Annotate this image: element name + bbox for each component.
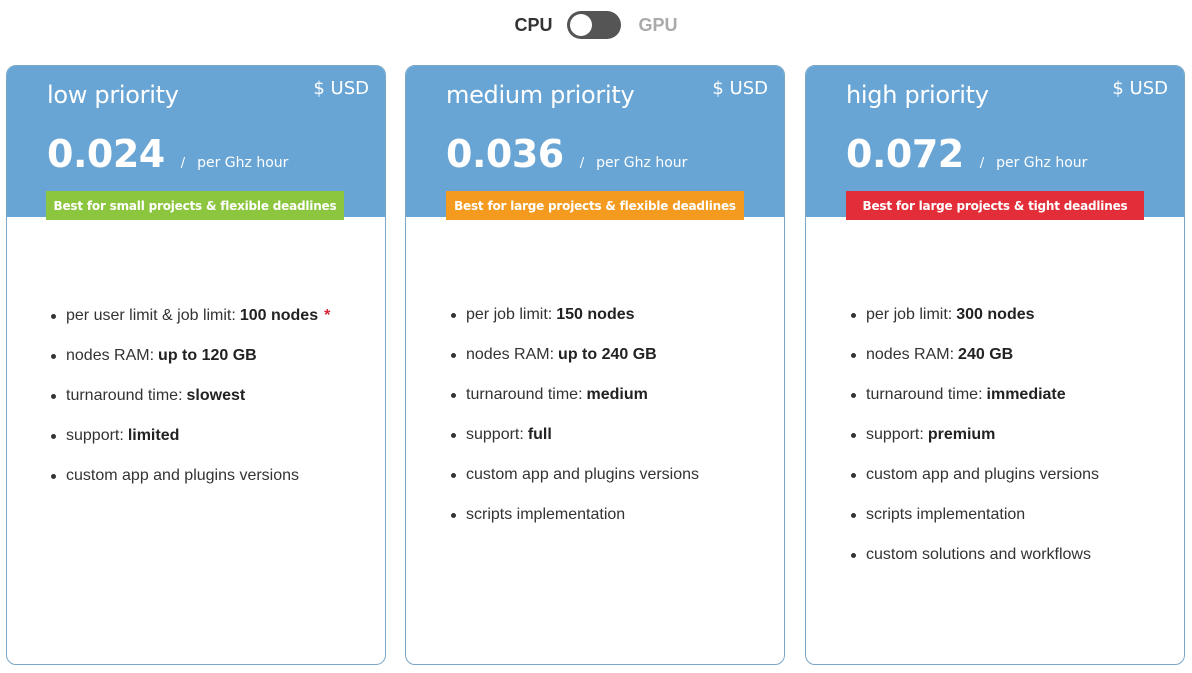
feature-item: custom app and plugins versions xyxy=(846,455,1099,495)
feature-label: custom app and plugins versions xyxy=(466,466,700,483)
plan-badge-high: Best for large projects & tight deadline… xyxy=(846,191,1144,220)
feature-label: turnaround time: xyxy=(66,387,183,404)
feature-label: support: xyxy=(866,426,924,443)
feature-label: nodes RAM: xyxy=(466,346,555,363)
price-value: 0.036 xyxy=(446,132,564,176)
feature-item: nodes RAM: 240 GB xyxy=(846,335,1099,375)
feature-label: support: xyxy=(466,426,524,443)
feature-item: custom app and plugins versions xyxy=(446,455,699,495)
feature-item: scripts implementation xyxy=(846,495,1099,535)
feature-label: turnaround time: xyxy=(466,386,583,403)
price-unit: per Ghz hour xyxy=(596,155,688,171)
feature-value: 240 GB xyxy=(958,346,1014,363)
feature-label: per job limit: xyxy=(466,306,553,323)
price-row: 0.072 / per Ghz hour xyxy=(846,132,1087,176)
feature-item: support: limited xyxy=(46,416,330,456)
feature-value: full xyxy=(527,426,552,443)
feature-item: per user limit & job limit: 100 nodes * xyxy=(46,296,330,336)
feature-value: slowest xyxy=(186,387,246,404)
price-row: 0.024 / per Ghz hour xyxy=(47,132,288,176)
price-value: 0.072 xyxy=(846,132,964,176)
feature-value: 300 nodes xyxy=(956,306,1035,323)
feature-item: per job limit: 150 nodes xyxy=(446,295,699,335)
feature-label: scripts implementation xyxy=(866,506,1026,523)
price-slash: / xyxy=(579,156,585,171)
switch-knob xyxy=(569,14,592,36)
feature-item: turnaround time: medium xyxy=(446,375,699,415)
feature-label: custom app and plugins versions xyxy=(66,467,300,484)
price-unit: per Ghz hour xyxy=(996,155,1088,171)
feature-value: limited xyxy=(127,427,180,444)
plan-title: medium priority xyxy=(446,81,635,109)
plan-badge-medium: Best for large projects & flexible deadl… xyxy=(446,191,744,220)
feature-value: premium xyxy=(927,426,996,443)
feature-list-low: per user limit & job limit: 100 nodes * no… xyxy=(46,296,330,496)
feature-value: medium xyxy=(586,386,648,403)
feature-list-medium: per job limit: 150 nodes nodes RAM: up to … xyxy=(446,295,699,535)
feature-item: turnaround time: slowest xyxy=(46,376,330,416)
gpu-label[interactable]: GPU xyxy=(638,14,678,35)
feature-label: turnaround time: xyxy=(866,386,983,403)
plan-title: high priority xyxy=(846,81,989,109)
feature-value: immediate xyxy=(986,386,1066,403)
feature-item: turnaround time: immediate xyxy=(846,375,1099,415)
feature-label: per user limit & job limit: xyxy=(66,307,236,324)
feature-item: support: full xyxy=(446,415,699,455)
feature-label: support: xyxy=(66,427,124,444)
feature-value: 150 nodes xyxy=(556,306,635,323)
price-unit: per Ghz hour xyxy=(197,155,289,171)
cpu-gpu-toggle-row: CPU GPU xyxy=(0,10,1192,40)
price-slash: / xyxy=(979,156,985,171)
feature-item: per job limit: 300 nodes xyxy=(846,295,1099,335)
currency-label: $ USD xyxy=(1112,78,1168,99)
feature-item: nodes RAM: up to 240 GB xyxy=(446,335,699,375)
feature-label: nodes RAM: xyxy=(866,346,955,363)
feature-value: 100 nodes xyxy=(239,307,319,324)
plan-title: low priority xyxy=(47,81,179,109)
feature-value: up to 120 GB xyxy=(158,347,257,364)
feature-label: custom app and plugins versions xyxy=(866,466,1100,483)
cpu-label[interactable]: CPU xyxy=(514,14,553,35)
feature-label: scripts implementation xyxy=(466,506,626,523)
feature-item: custom app and plugins versions xyxy=(46,456,330,496)
feature-value: up to 240 GB xyxy=(558,346,657,363)
feature-item: scripts implementation xyxy=(446,495,699,535)
feature-list-high: per job limit: 300 nodes nodes RAM: 240 GB… xyxy=(846,295,1099,575)
price-row: 0.036 / per Ghz hour xyxy=(446,132,687,176)
plan-badge-low: Best for small projects & flexible deadl… xyxy=(46,191,344,220)
currency-label: $ USD xyxy=(712,78,768,99)
price-value: 0.024 xyxy=(47,132,165,176)
feature-item: support: premium xyxy=(846,415,1099,455)
cpu-gpu-switch[interactable] xyxy=(566,11,621,39)
feature-label: custom solutions and workflows xyxy=(866,546,1091,563)
feature-item: nodes RAM: up to 120 GB xyxy=(46,336,330,376)
feature-label: nodes RAM: xyxy=(66,347,155,364)
price-slash: / xyxy=(180,156,186,171)
feature-label: per job limit: xyxy=(866,306,953,323)
currency-label: $ USD xyxy=(313,78,369,99)
asterisk-note: * xyxy=(324,307,331,324)
feature-item: custom solutions and workflows xyxy=(846,535,1099,575)
